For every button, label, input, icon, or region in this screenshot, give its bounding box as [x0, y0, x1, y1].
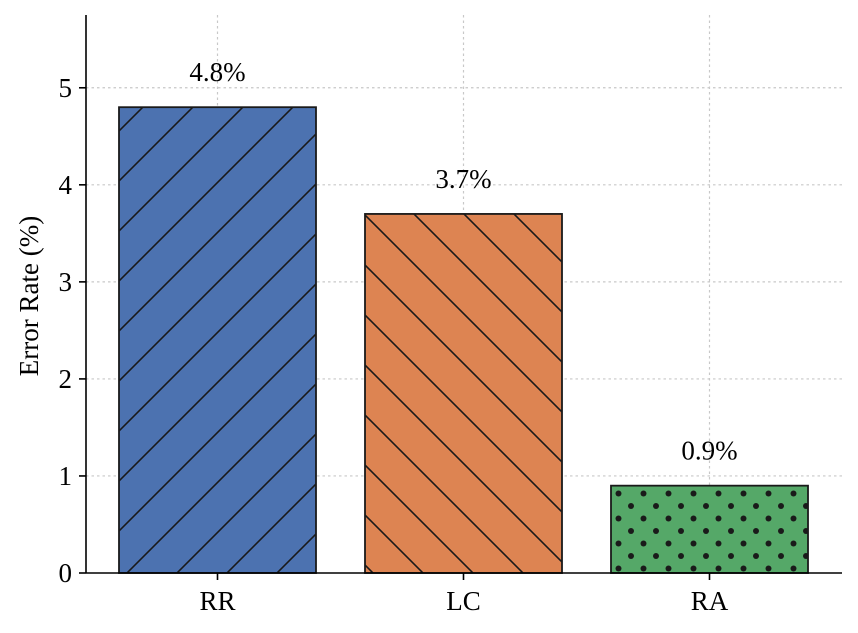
y-tick-label: 4: [59, 170, 73, 200]
bars-layer: [118, 106, 809, 574]
axes-layer: 0 1 2 3 4 5 RR LC RA: [59, 15, 842, 616]
x-tick-label-ra: RA: [691, 586, 729, 616]
data-label-rr: 4.8%: [189, 57, 245, 87]
y-tick-label: 1: [59, 461, 73, 491]
y-axis-title: Error Rate (%): [14, 216, 44, 376]
labels-layer: 4.8% 3.7% 0.9%: [189, 57, 737, 465]
bar-hatch-ra: [611, 485, 808, 573]
y-tick-label: 2: [59, 364, 73, 394]
bar-hatch-lc: [365, 213, 562, 573]
x-tick-label-lc: LC: [446, 586, 481, 616]
y-tick-label: 0: [59, 558, 73, 588]
y-tick-label: 3: [59, 267, 73, 297]
x-tick-label-rr: RR: [199, 586, 235, 616]
y-tick-label: 5: [59, 73, 73, 103]
data-label-lc: 3.7%: [435, 164, 491, 194]
data-label-ra: 0.9%: [681, 436, 737, 466]
bar-hatch-rr: [119, 107, 316, 573]
